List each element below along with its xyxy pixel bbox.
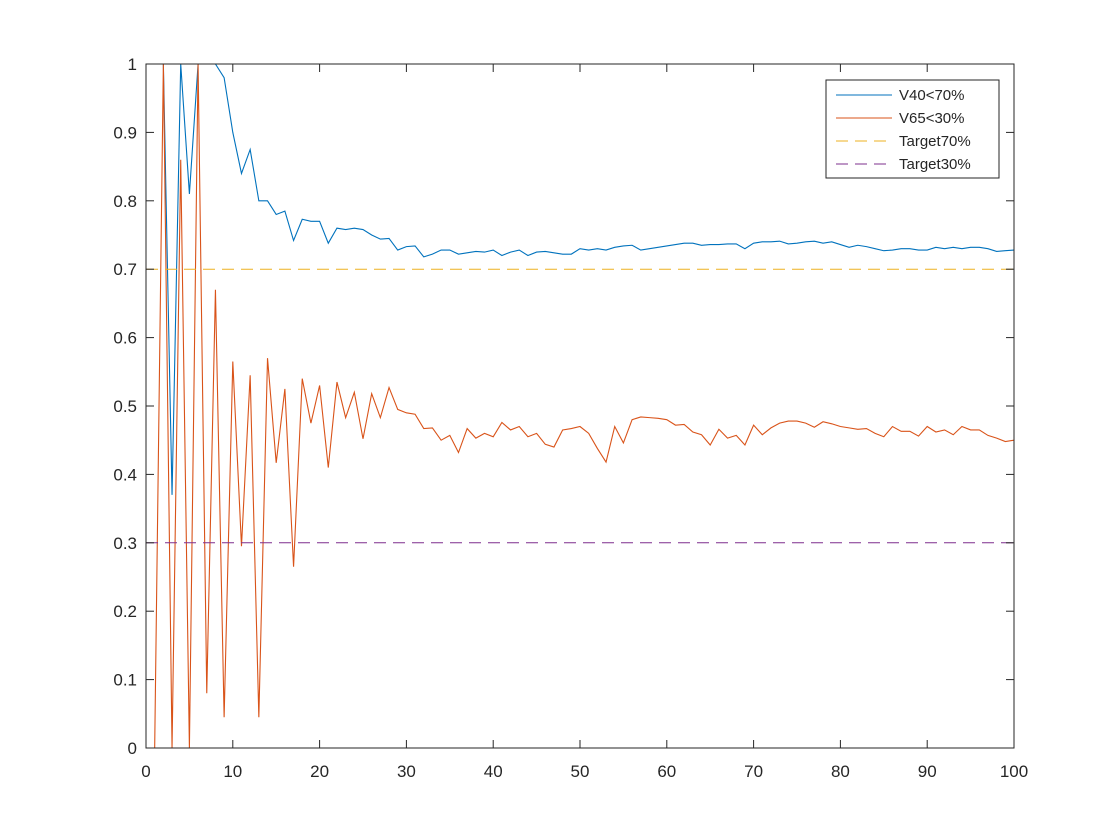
x-tick-label: 0 bbox=[141, 762, 150, 781]
x-tick-label: 10 bbox=[223, 762, 242, 781]
y-tick-label: 0.2 bbox=[113, 602, 137, 621]
y-tick-label: 0.1 bbox=[113, 671, 137, 690]
y-tick-label: 0.3 bbox=[113, 534, 137, 553]
legend-box bbox=[825, 79, 1000, 179]
y-tick-label: 0.4 bbox=[113, 465, 137, 484]
x-tick-label: 90 bbox=[918, 762, 937, 781]
y-tick-label: 0.5 bbox=[113, 397, 137, 416]
x-tick-label: 20 bbox=[310, 762, 329, 781]
x-tick-label: 80 bbox=[831, 762, 850, 781]
x-tick-label: 60 bbox=[657, 762, 676, 781]
legend: V40<70% V65<30% Target70% Target30% bbox=[825, 79, 1000, 179]
legend-label: Target30% bbox=[899, 156, 971, 173]
plot-frame bbox=[145, 63, 1015, 749]
legend-label: Target70% bbox=[899, 133, 971, 150]
series-layer bbox=[146, 64, 1014, 748]
legend-label: V65<30% bbox=[899, 110, 964, 127]
y-tick-label: 0.8 bbox=[113, 192, 137, 211]
axes: 0 10 20 30 40 50 60 70 80 90 100 0 0.1 0.2 0.3 0.4 0.5 0.… bbox=[113, 55, 1028, 781]
x-tick-label: 100 bbox=[1000, 762, 1028, 781]
x-tick-label: 40 bbox=[484, 762, 503, 781]
y-tick-label: 1 bbox=[128, 55, 137, 74]
x-tick-label: 30 bbox=[397, 762, 416, 781]
x-tick-label: 70 bbox=[744, 762, 763, 781]
x-tick-label: 50 bbox=[571, 762, 590, 781]
y-tick-label: 0.9 bbox=[113, 123, 137, 142]
y-tick-label: 0.7 bbox=[113, 260, 137, 279]
series-line-v65-30 bbox=[154, 64, 1014, 748]
y-tick-label: 0.6 bbox=[113, 329, 137, 348]
series-line-v40-70 bbox=[154, 64, 1014, 495]
y-tick-label: 0 bbox=[128, 739, 137, 758]
legend-label: V40<70% bbox=[899, 87, 964, 104]
